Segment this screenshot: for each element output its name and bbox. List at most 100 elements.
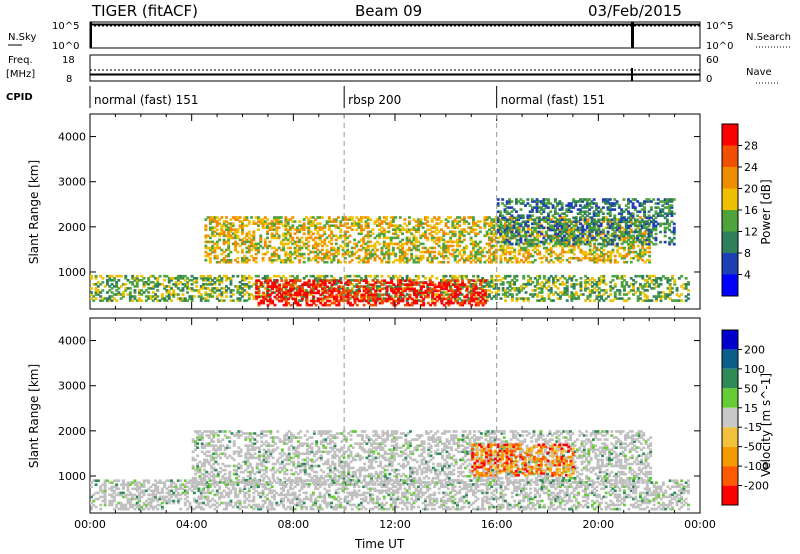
heatmap-cell	[247, 248, 251, 252]
heatmap-cell	[350, 222, 354, 225]
heatmap-cell	[508, 281, 512, 284]
heatmap-cell	[538, 274, 542, 278]
heatmap-cell	[270, 226, 274, 229]
heatmap-cell	[344, 281, 348, 285]
heatmap-cell	[597, 242, 601, 246]
heatmap-cell	[590, 230, 594, 234]
heatmap-cell	[485, 250, 489, 254]
heatmap-cell	[403, 242, 407, 246]
heatmap-cell	[506, 258, 510, 262]
heatmap-cell	[625, 254, 629, 258]
heatmap-cell	[608, 238, 612, 242]
heatmap-cell	[373, 256, 377, 260]
heatmap-cell	[647, 210, 651, 213]
heatmap-cell	[342, 295, 345, 299]
heatmap-cell	[300, 254, 304, 258]
heatmap-cell	[229, 250, 233, 254]
heatmap-cell	[569, 206, 573, 209]
heatmap-cell	[317, 291, 320, 295]
heatmap-cell	[627, 206, 630, 209]
heatmap-cell	[261, 222, 265, 225]
heatmap-cell	[364, 234, 368, 238]
heatmap-cell	[211, 232, 215, 236]
heatmap-cell	[163, 287, 167, 290]
heatmap-cell	[375, 295, 379, 298]
heatmap-cell	[504, 258, 507, 262]
heatmap-cell	[613, 254, 617, 258]
heatmap-cell	[437, 216, 441, 219]
heatmap-cell	[405, 256, 409, 260]
heatmap-cell	[641, 246, 645, 250]
heatmap-cell	[533, 236, 537, 240]
heatmap-cell	[623, 238, 626, 242]
heatmap-cell	[591, 285, 594, 288]
heatmap-cell	[446, 246, 450, 250]
heatmap-cell	[273, 254, 276, 258]
heatmap-cell	[519, 214, 523, 217]
heatmap-cell	[421, 226, 425, 229]
heatmap-cell	[358, 289, 361, 293]
heatmap-cell	[316, 252, 320, 256]
heatmap-cell	[631, 212, 635, 215]
heatmap-cell	[659, 283, 663, 286]
heatmap-cell	[234, 216, 237, 219]
heatmap-cell	[195, 277, 199, 280]
heatmap-cell	[440, 297, 443, 300]
heatmap-cell	[551, 204, 555, 207]
heatmap-cell	[366, 260, 370, 264]
heatmap-cell	[293, 256, 297, 260]
heatmap-cell	[533, 293, 537, 296]
heatmap-cell	[405, 230, 409, 234]
heatmap-cell	[266, 287, 269, 290]
heatmap-cell	[568, 236, 571, 240]
heatmap-cell	[262, 299, 265, 303]
heatmap-cell	[595, 220, 599, 223]
heatmap-cell	[350, 252, 354, 256]
heatmap-cell	[465, 246, 468, 250]
heatmap-cell	[236, 228, 240, 231]
heatmap-cell	[417, 277, 420, 280]
heatmap-cell	[572, 274, 576, 278]
heatmap-cell	[343, 274, 347, 278]
heatmap-cell	[339, 297, 343, 301]
heatmap-cell	[257, 250, 260, 254]
heatmap-cell	[570, 250, 574, 254]
heatmap-cell	[245, 277, 249, 280]
heatmap-cell	[591, 291, 594, 294]
heatmap-cell	[551, 226, 555, 230]
heatmap-cell	[558, 218, 562, 222]
heatmap-cell	[206, 283, 210, 286]
heatmap-cell	[570, 279, 574, 282]
heatmap-cell	[595, 248, 599, 252]
heatmap-cell	[597, 226, 601, 230]
heatmap-cell	[362, 285, 366, 289]
heatmap-cell	[307, 222, 311, 225]
heatmap-cell	[371, 287, 375, 291]
heatmap-cell	[570, 244, 574, 248]
heatmap-cell	[588, 212, 592, 215]
heatmap-cell	[622, 220, 626, 224]
heatmap-cell	[623, 260, 626, 264]
heatmap-cell	[390, 281, 394, 285]
heatmap-cell	[652, 220, 656, 224]
heatmap-cell	[231, 293, 235, 296]
heatmap-cell	[586, 234, 590, 238]
heatmap-cell	[280, 279, 284, 282]
heatmap-cell	[294, 291, 297, 295]
heatmap-cell	[547, 228, 550, 232]
heatmap-cell	[657, 283, 661, 286]
heatmap-cell	[321, 228, 324, 231]
heatmap-cell	[645, 242, 649, 246]
heatmap-cell	[396, 224, 400, 227]
heatmap-cell	[341, 293, 345, 296]
heatmap-cell	[627, 216, 630, 220]
heatmap-cell	[278, 285, 281, 289]
heatmap-cell	[588, 208, 592, 211]
heatmap-cell	[266, 246, 269, 250]
heatmap-cell	[561, 246, 565, 250]
heatmap-cell	[647, 222, 651, 226]
heatmap-cell	[446, 256, 450, 260]
heatmap-cell	[597, 212, 601, 215]
heatmap-cell	[359, 216, 363, 219]
heatmap-cell	[183, 297, 187, 300]
